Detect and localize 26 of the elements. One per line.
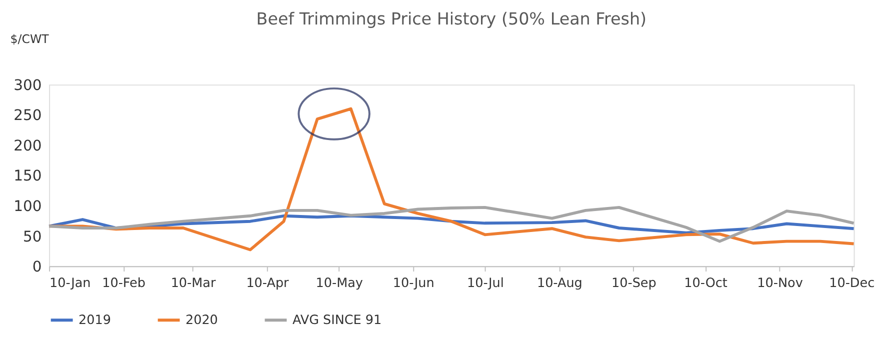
x-tick-label: 10-May	[316, 276, 364, 292]
y-axis-title: $/CWT	[10, 32, 50, 46]
y-tick-label: 250	[14, 107, 42, 124]
y-tick-label: 0	[32, 258, 42, 276]
legend-label: 2019	[78, 313, 111, 328]
y-tick-label: 150	[14, 168, 42, 185]
legend-label: 2020	[185, 313, 218, 328]
x-tick-label: 10-Aug	[536, 276, 582, 292]
line-series	[48, 206, 856, 243]
chart-title: Beef Trimmings Price History (50% Lean Fresh)	[256, 10, 647, 29]
x-tick-label: 10-Sep	[611, 276, 656, 292]
y-tick-label: 100	[14, 198, 42, 216]
x-tick-label: 10-Mar	[170, 276, 216, 292]
x-tick-label: 10-Apr	[246, 276, 290, 292]
x-tick-label: 10-Jan	[50, 276, 91, 292]
y-tick-label: 50	[22, 228, 42, 246]
x-tick-label: 10-Feb	[102, 276, 146, 292]
x-tick-label: 10-Dec	[829, 276, 875, 292]
line-series	[48, 107, 856, 252]
legend-label: AVG SINCE 91	[292, 313, 382, 328]
x-tick-label: 10-Oct	[684, 276, 728, 292]
x-tick-label: 10-Jun	[392, 276, 434, 292]
y-tick-label: 300	[14, 76, 42, 94]
y-tick-label: 200	[14, 137, 42, 154]
x-tick-label: 10-Nov	[757, 276, 804, 292]
x-tick-label: 10-Jul	[466, 276, 504, 292]
